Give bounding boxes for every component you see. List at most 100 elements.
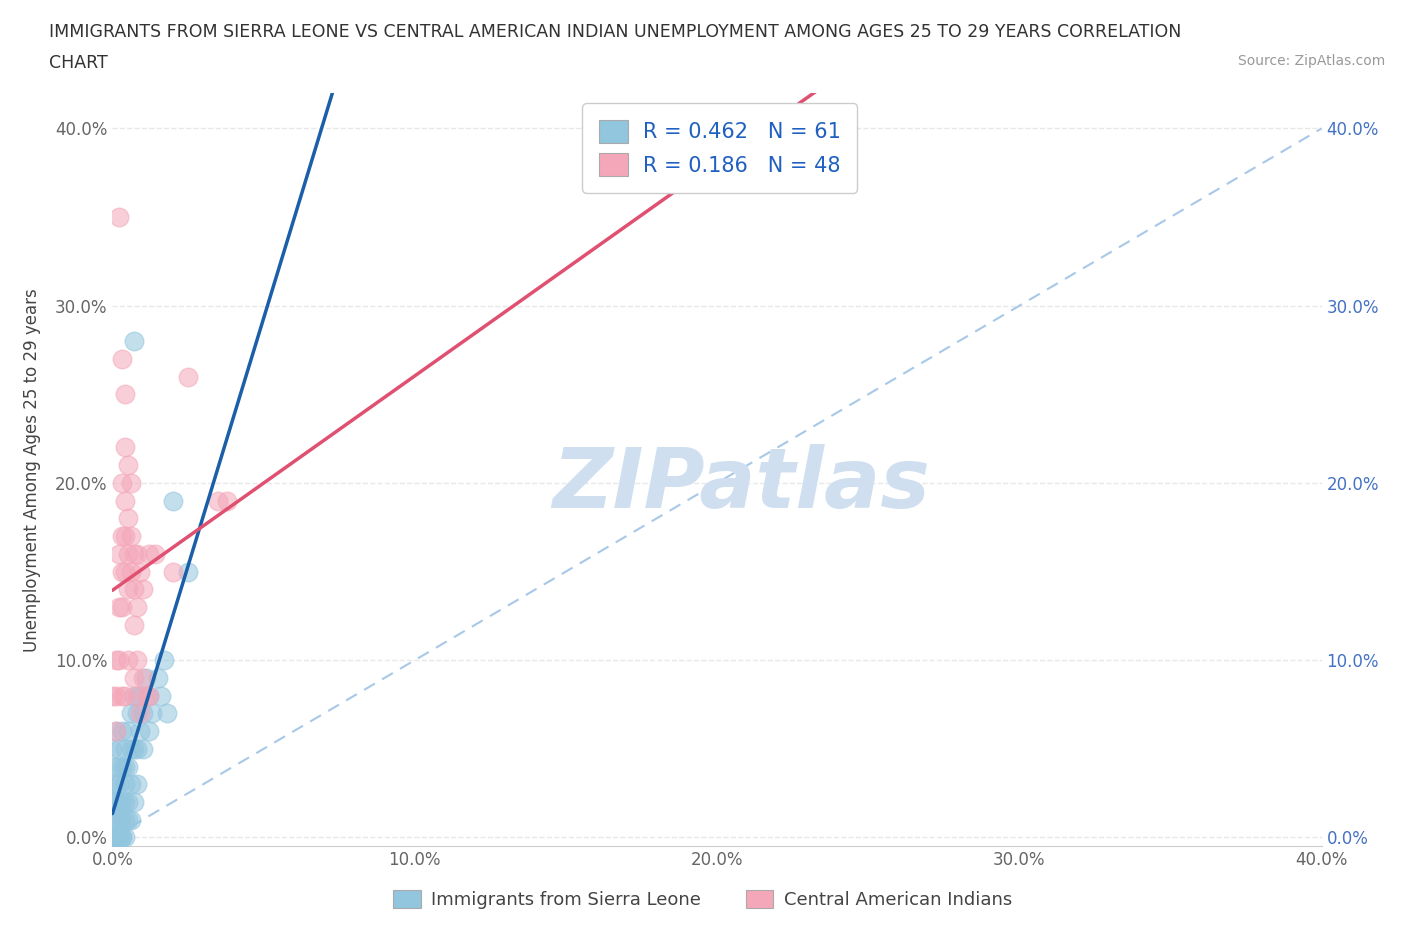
Point xyxy=(120,812,142,827)
Point xyxy=(101,830,124,844)
Point xyxy=(120,777,142,791)
Point xyxy=(128,688,150,703)
Point xyxy=(125,653,148,668)
Point xyxy=(107,547,129,562)
Point xyxy=(110,565,132,579)
Text: ZIPatlas: ZIPatlas xyxy=(553,445,931,525)
Point xyxy=(104,794,127,809)
Point xyxy=(122,671,145,685)
Point xyxy=(138,724,160,738)
Point xyxy=(122,618,145,632)
Point xyxy=(125,741,148,756)
Point xyxy=(114,688,136,703)
Point xyxy=(120,565,142,579)
Point xyxy=(107,653,129,668)
Point xyxy=(117,547,139,562)
Point xyxy=(107,830,129,844)
Point xyxy=(117,511,139,525)
Point xyxy=(135,671,157,685)
Point xyxy=(110,600,132,615)
Point xyxy=(132,706,155,721)
Point xyxy=(132,582,155,597)
Point xyxy=(138,547,160,562)
Point xyxy=(114,830,136,844)
Point xyxy=(132,741,155,756)
Point xyxy=(125,600,148,615)
Point xyxy=(162,493,184,508)
Point xyxy=(107,741,129,756)
Point xyxy=(101,688,124,703)
Point xyxy=(122,547,145,562)
Point xyxy=(110,794,132,809)
Point xyxy=(117,724,139,738)
Point xyxy=(101,741,124,756)
Point xyxy=(114,387,136,402)
Point xyxy=(117,582,139,597)
Point xyxy=(117,794,139,809)
Point xyxy=(177,565,200,579)
Point xyxy=(110,759,132,774)
Point xyxy=(128,565,150,579)
Point xyxy=(104,724,127,738)
Point xyxy=(141,706,163,721)
Point xyxy=(110,688,132,703)
Point xyxy=(125,688,148,703)
Point xyxy=(104,830,127,844)
Point xyxy=(107,209,129,224)
Point xyxy=(107,830,129,844)
Point xyxy=(120,706,142,721)
Point xyxy=(125,706,148,721)
Point xyxy=(120,475,142,490)
Point xyxy=(110,724,132,738)
Point xyxy=(104,724,127,738)
Point xyxy=(114,565,136,579)
Point xyxy=(135,688,157,703)
Point xyxy=(110,528,132,543)
Point xyxy=(117,458,139,472)
Point xyxy=(104,812,127,827)
Point xyxy=(120,528,142,543)
Point xyxy=(114,812,136,827)
Text: Source: ZipAtlas.com: Source: ZipAtlas.com xyxy=(1237,54,1385,68)
Point xyxy=(125,777,148,791)
Point xyxy=(104,688,127,703)
Point xyxy=(138,688,160,703)
Point xyxy=(162,565,184,579)
Point xyxy=(117,812,139,827)
Point xyxy=(107,812,129,827)
Point xyxy=(122,582,145,597)
Point xyxy=(146,671,169,685)
Point xyxy=(117,653,139,668)
Point xyxy=(177,369,200,384)
Point xyxy=(107,759,129,774)
Point xyxy=(149,688,172,703)
Point xyxy=(114,759,136,774)
Point xyxy=(114,794,136,809)
Y-axis label: Unemployment Among Ages 25 to 29 years: Unemployment Among Ages 25 to 29 years xyxy=(24,287,41,652)
Point xyxy=(110,352,132,366)
Point xyxy=(143,547,166,562)
Point xyxy=(104,777,127,791)
Point xyxy=(128,724,150,738)
Point xyxy=(128,706,150,721)
Point xyxy=(114,741,136,756)
Point xyxy=(101,830,124,844)
Point xyxy=(107,600,129,615)
Point xyxy=(101,777,124,791)
Point xyxy=(101,794,124,809)
Point xyxy=(104,653,127,668)
Point xyxy=(217,493,239,508)
Text: CHART: CHART xyxy=(49,54,108,72)
Legend: Immigrants from Sierra Leone, Central American Indians: Immigrants from Sierra Leone, Central Am… xyxy=(387,883,1019,916)
Point xyxy=(138,688,160,703)
Point xyxy=(104,759,127,774)
Point xyxy=(114,493,136,508)
Point xyxy=(114,528,136,543)
Point xyxy=(132,671,155,685)
Point xyxy=(153,653,176,668)
Point xyxy=(122,688,145,703)
Point xyxy=(114,777,136,791)
Point xyxy=(110,830,132,844)
Point xyxy=(122,334,145,349)
Point xyxy=(114,440,136,455)
